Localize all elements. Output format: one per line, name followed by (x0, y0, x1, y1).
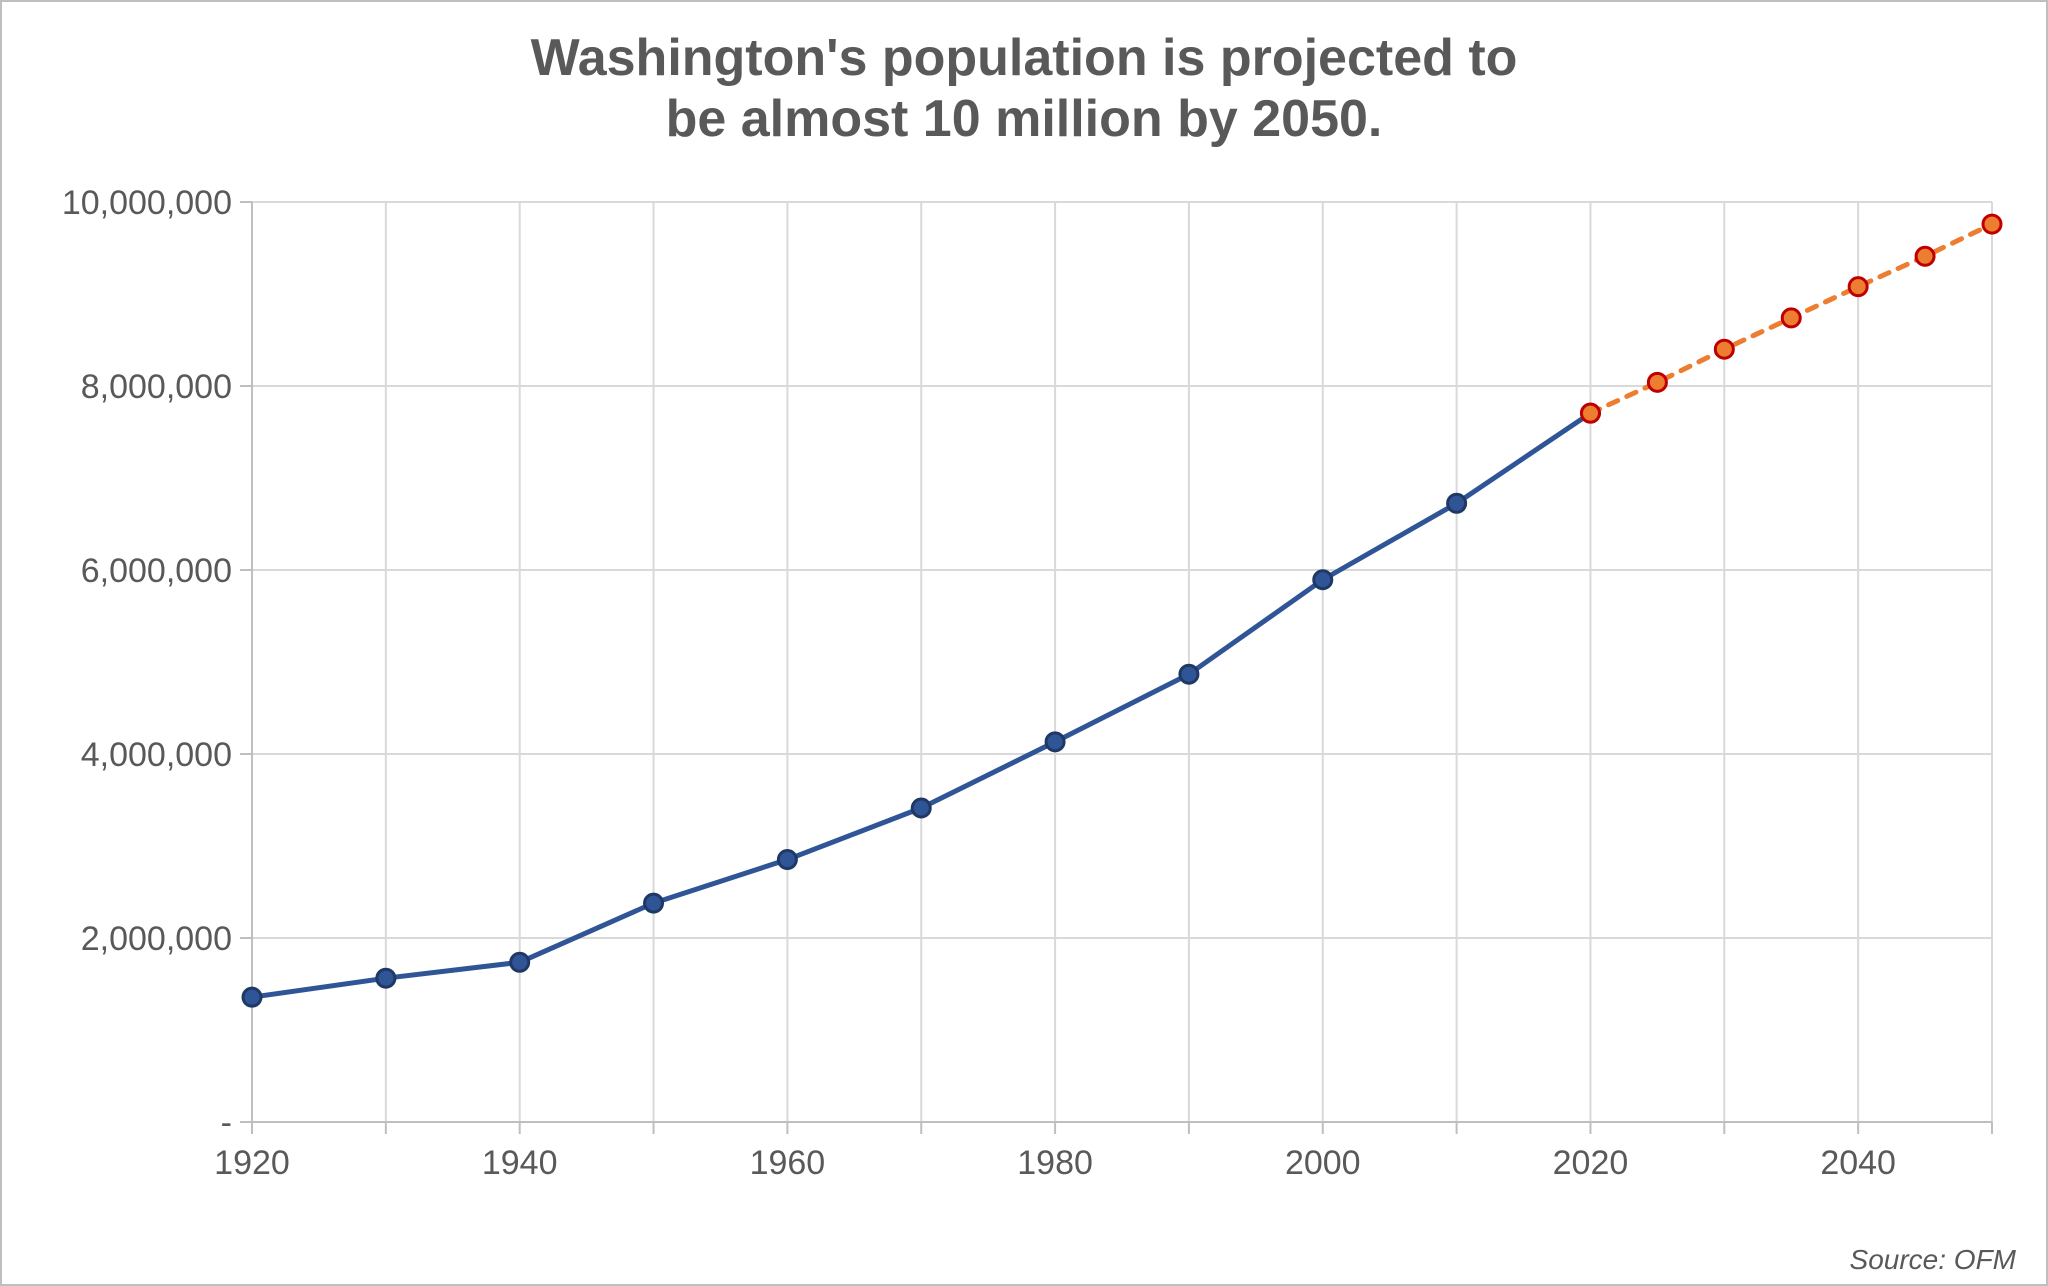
chart-frame: Washington's population is projected to … (0, 0, 2048, 1286)
y-tick-label: 4,000,000 (81, 736, 232, 774)
projected-marker (1715, 340, 1733, 358)
chart-title-line2: be almost 10 million by 2050. (2, 89, 2046, 150)
historical-marker (912, 799, 930, 817)
historical-marker (1046, 733, 1064, 751)
y-tick-label: 2,000,000 (81, 920, 232, 958)
y-tick-label: - (221, 1104, 232, 1142)
x-tick-label: 2040 (1820, 1144, 1896, 1182)
projected-marker (1983, 215, 2001, 233)
historical-marker (778, 851, 796, 869)
x-tick-label: 1960 (750, 1144, 826, 1182)
historical-marker (243, 988, 261, 1006)
y-tick-label: 6,000,000 (81, 552, 232, 590)
historical-marker (1314, 571, 1332, 589)
historical-marker (377, 969, 395, 987)
x-tick-label: 1940 (482, 1144, 558, 1182)
x-tick-label: 2020 (1553, 1144, 1629, 1182)
chart-title: Washington's population is projected to … (2, 2, 2046, 151)
x-tick-label: 1920 (214, 1144, 290, 1182)
historical-marker (645, 894, 663, 912)
y-tick-label: 10,000,000 (62, 184, 232, 222)
projected-marker (1782, 309, 1800, 327)
chart-title-line1: Washington's population is projected to (2, 28, 2046, 89)
x-tick-label: 2000 (1285, 1144, 1361, 1182)
source-label: Source: OFM (1850, 1244, 2016, 1276)
historical-marker (511, 953, 529, 971)
projected-marker (1648, 373, 1666, 391)
projected-marker (1916, 247, 1934, 265)
historical-marker (1448, 494, 1466, 512)
y-tick-label: 8,000,000 (81, 368, 232, 406)
projected-marker (1581, 404, 1599, 422)
line-chart-svg: - 2,000,000 4,000,000 6,000,000 8,000,000 10,… (2, 162, 2048, 1262)
projected-marker (1849, 278, 1867, 296)
historical-marker (1180, 665, 1198, 683)
x-tick-label: 1980 (1017, 1144, 1093, 1182)
